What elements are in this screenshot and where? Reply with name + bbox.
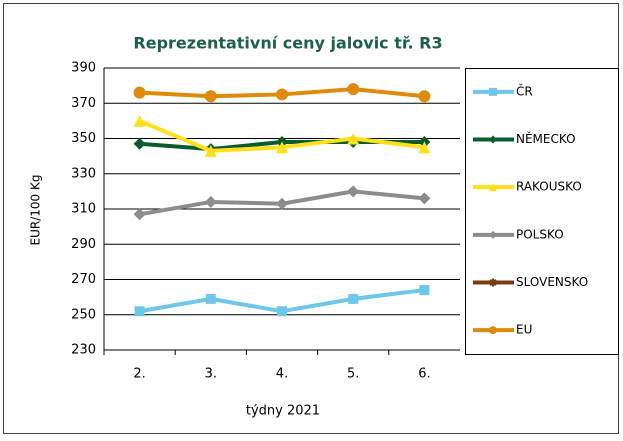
x-tick-label: 4. [276,367,288,382]
x-tick-label: 6. [418,367,430,382]
marker [348,293,359,304]
marker [489,183,497,192]
marker [489,230,497,239]
marker [347,83,360,96]
marker [277,306,287,317]
legend-label: RAKOUSKO [516,180,582,194]
legend-label: POLSKO [516,227,564,241]
marker [489,135,497,144]
x-tick-label: 2. [133,367,145,382]
x-tick-label: 5. [347,367,359,382]
y-axis-label: EUR/100 Kg [29,175,43,246]
y-tick-label: 330 [71,166,96,181]
marker [204,90,217,103]
marker [418,141,431,154]
y-tick-label: 230 [71,343,96,358]
legend-box [465,68,619,355]
legend-label: ČR [516,83,533,98]
marker [418,90,431,103]
marker [133,208,146,221]
marker [133,137,146,150]
marker [347,185,360,198]
y-tick-label: 250 [71,307,96,322]
marker [418,192,431,205]
legend-label: SLOVENSKO [516,275,588,289]
marker [204,195,217,208]
marker [134,306,145,317]
marker [205,293,216,304]
marker [276,197,288,210]
marker [204,144,217,157]
y-tick-label: 390 [71,61,96,76]
y-tick-label: 270 [71,272,96,287]
marker [489,87,497,96]
marker [489,278,497,287]
y-tick-label: 310 [71,202,96,217]
marker [419,285,430,296]
x-axis-label: týdny 2021 [246,404,320,419]
marker [276,141,288,154]
legend-label: NĚMECKO [516,131,576,146]
y-tick-label: 370 [71,96,96,111]
marker [133,114,146,127]
x-tick-label: 3. [205,367,217,382]
legend-label: EU [516,323,532,337]
chart-border [3,3,619,434]
marker [276,88,288,101]
y-tick-label: 290 [71,237,96,252]
marker [489,326,497,335]
marker [133,86,146,99]
chart-title: Reprezentativní ceny jalovic tř. R3 [133,34,442,53]
marker [347,132,360,145]
y-tick-label: 350 [71,131,96,146]
